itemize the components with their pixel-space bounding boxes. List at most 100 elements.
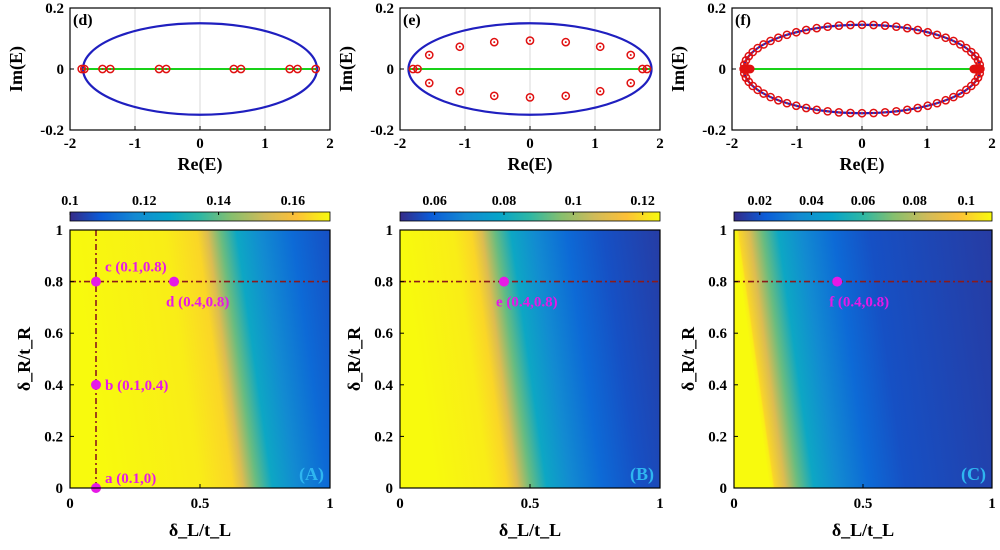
eigenvalue-point bbox=[949, 92, 958, 102]
y-tick-label: -0.2 bbox=[370, 123, 394, 139]
eigenvalue-point bbox=[857, 108, 867, 118]
eigenvalue-dot bbox=[970, 51, 973, 54]
x-tick-label: 0.5 bbox=[521, 496, 540, 512]
eigenvalue-point bbox=[753, 85, 763, 95]
eigenvalue-dot bbox=[232, 68, 235, 70]
eigenvalue-dot bbox=[747, 80, 750, 83]
eigenvalue-dot bbox=[972, 68, 975, 70]
eigenvalue-dot bbox=[785, 33, 788, 36]
eigenvalue-dot bbox=[744, 76, 747, 79]
panel-label: (d) bbox=[73, 12, 93, 29]
eigenvalue-dot bbox=[777, 99, 780, 102]
eigenvalue-ring bbox=[812, 105, 822, 115]
eigenvalue-point bbox=[902, 105, 912, 115]
y-tick-label: 0 bbox=[387, 62, 395, 78]
eigenvalue-point bbox=[949, 36, 958, 46]
eigenvalue-point bbox=[869, 20, 878, 30]
eigenvalue-ring bbox=[846, 108, 855, 118]
eigenvalue-ring bbox=[791, 101, 801, 111]
eigenvalue-point bbox=[759, 89, 768, 98]
eigenvalue-dot bbox=[762, 92, 765, 95]
eigenvalue-dot bbox=[861, 23, 863, 26]
eigenvalue-dot bbox=[916, 28, 919, 31]
colorbar-tick-label: 0.04 bbox=[799, 194, 824, 209]
x-tick-label: -1 bbox=[129, 136, 142, 152]
x-tick-label: 1 bbox=[656, 496, 664, 512]
eigenvalue-ring bbox=[782, 30, 792, 40]
eigenvalue-point bbox=[891, 106, 901, 116]
eigenvalue-ring bbox=[455, 86, 465, 96]
eigenvalue-point bbox=[902, 23, 912, 33]
eigenvalue-dot bbox=[769, 96, 772, 99]
eigenvalue-ring bbox=[595, 42, 605, 52]
eigenvalue-dot bbox=[747, 55, 750, 58]
eigenvalue-ring bbox=[759, 40, 768, 49]
eigenvalue-point bbox=[880, 21, 890, 30]
eigenvalue-ring bbox=[561, 37, 571, 47]
eigenvalue-dot bbox=[314, 68, 317, 70]
y-tick-label: 1 bbox=[720, 223, 728, 239]
eigenvalue-point bbox=[489, 91, 499, 101]
eigenvalue-dot bbox=[959, 92, 962, 95]
eigenvalue-ring bbox=[823, 22, 833, 32]
y-tick-label: 1 bbox=[386, 223, 394, 239]
eigenvalue-point bbox=[561, 37, 571, 47]
eigenvalue-point bbox=[932, 30, 942, 40]
x-axis-label: δ_L/t_L bbox=[499, 520, 561, 540]
colorbar-tick-label: 0.12 bbox=[630, 194, 655, 209]
marker-label: a (0.1,0) bbox=[105, 471, 156, 487]
y-tick-label: 0.8 bbox=[44, 275, 63, 291]
eigenvalue-ring bbox=[923, 27, 933, 37]
eigenvalue-dot bbox=[599, 45, 602, 48]
eigenvalue-point bbox=[525, 93, 535, 102]
eigenvalue-point bbox=[913, 103, 923, 113]
eigenvalue-dot bbox=[493, 94, 496, 97]
eigenvalue-point bbox=[782, 98, 792, 108]
eigenvalue-point bbox=[846, 108, 855, 118]
eigenvalue-ring bbox=[857, 20, 867, 30]
eigenvalue-dot bbox=[815, 108, 818, 111]
eigenvalue-point bbox=[969, 64, 979, 74]
eigenvalue-point bbox=[791, 27, 801, 37]
y-tick-label: -0.2 bbox=[702, 123, 726, 139]
eigenvalue-point bbox=[782, 30, 792, 40]
eigenvalue-ring bbox=[949, 92, 958, 102]
eigenvalue-ring bbox=[941, 95, 951, 105]
eigenvalue-ring bbox=[741, 56, 751, 65]
eigenvalue-dot bbox=[785, 102, 788, 105]
eigenvalue-dot bbox=[458, 45, 461, 48]
eigenvalue-ring bbox=[766, 92, 775, 102]
eigenvalue-point bbox=[923, 101, 933, 111]
x-axis-label: Re(E) bbox=[178, 154, 223, 175]
eigenvalue-dot bbox=[916, 107, 919, 110]
y-tick-label: -0.2 bbox=[40, 123, 64, 139]
eigenvalue-point bbox=[311, 64, 321, 74]
x-tick-label: 1 bbox=[988, 496, 996, 512]
eigenvalue-point bbox=[455, 42, 465, 52]
y-axis-label: δ_R/t_R bbox=[678, 326, 698, 391]
eigenvalue-dot bbox=[428, 53, 431, 56]
eigenvalue-dot bbox=[849, 23, 852, 26]
y-tick-label: 0.2 bbox=[44, 429, 63, 445]
eigenvalue-dot bbox=[936, 33, 939, 36]
eigenvalue-point bbox=[961, 43, 971, 53]
x-tick-label: 0 bbox=[730, 496, 738, 512]
heatmap-panel-B: 0.06 0.08 0.1 0.12 e (0.4,0.8) 0 0.5 1 0 0.2 0.4 0.… bbox=[344, 194, 664, 540]
eigenvalue-dot bbox=[965, 88, 968, 91]
eigenvalue-point bbox=[424, 50, 434, 60]
eigenvalue-dot bbox=[165, 68, 168, 70]
y-tick-label: 0.2 bbox=[45, 1, 64, 17]
y-tick-label: 0.8 bbox=[708, 275, 727, 291]
eigenvalue-ring bbox=[846, 20, 855, 30]
x-axis-label: Re(E) bbox=[508, 154, 553, 175]
eigenvalue-dot bbox=[158, 68, 161, 70]
y-axis-label: δ_R/t_R bbox=[344, 326, 364, 391]
heatmap-field bbox=[400, 230, 660, 488]
x-tick-label: 1 bbox=[326, 496, 334, 512]
eigenvalue-ring bbox=[424, 78, 434, 88]
eigenvalue-point bbox=[956, 89, 965, 98]
eigenvalue-dot bbox=[861, 112, 863, 115]
x-tick-label: 2 bbox=[326, 136, 334, 152]
eigenvalue-ring bbox=[902, 105, 912, 115]
